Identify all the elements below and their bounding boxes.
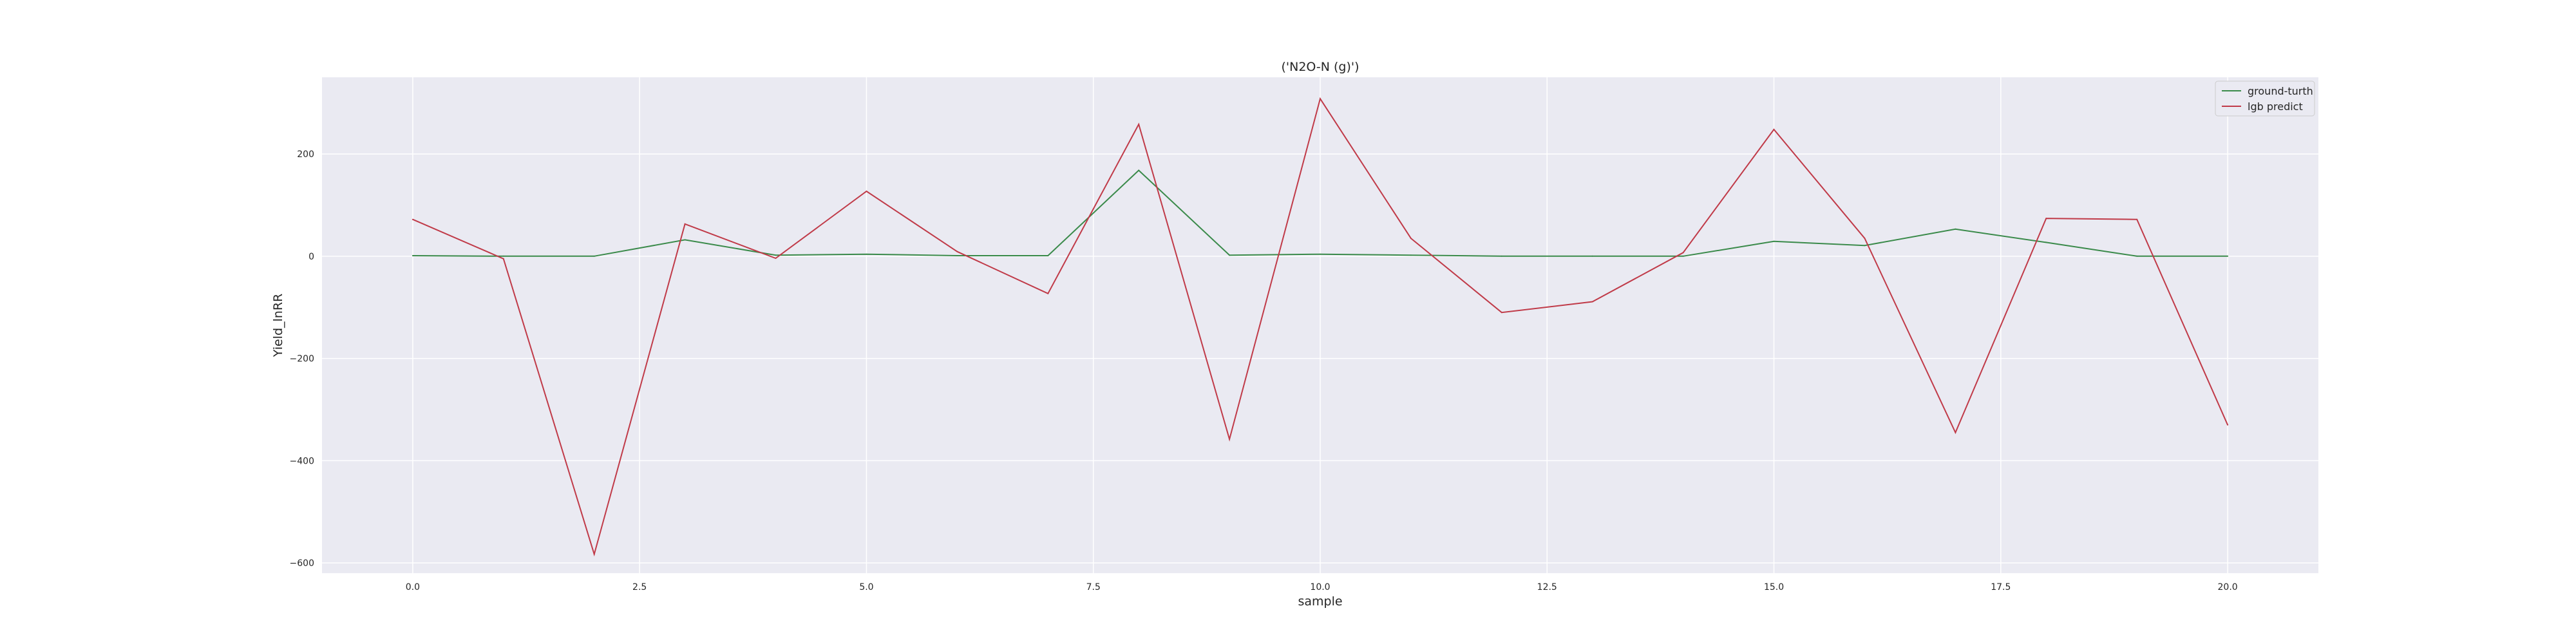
x-tick-label: 12.5 xyxy=(1537,582,1557,592)
data-point-lgb-predict xyxy=(2227,424,2229,426)
data-point-lgb-predict xyxy=(1682,252,1684,254)
y-tick-label: −600 xyxy=(290,558,314,569)
data-point-ground-turth xyxy=(1591,255,1593,257)
data-point-ground-turth xyxy=(502,255,504,257)
data-point-ground-turth xyxy=(1138,169,1140,171)
x-tick-label: 15.0 xyxy=(1764,582,1784,592)
data-point-lgb-predict xyxy=(1864,238,1866,240)
data-point-ground-turth xyxy=(412,255,413,256)
data-point-lgb-predict xyxy=(2045,218,2047,220)
x-tick-label: 2.5 xyxy=(632,582,647,592)
y-axis-ticks: −600 −400 −200 0 200 xyxy=(290,149,314,569)
legend-label-lgb-predict: lgb predict xyxy=(2248,100,2303,113)
y-tick-label: −200 xyxy=(290,354,314,365)
data-point-ground-turth xyxy=(866,253,867,255)
data-point-ground-turth xyxy=(1773,240,1775,242)
data-point-ground-turth xyxy=(1955,228,1956,230)
data-point-lgb-predict xyxy=(684,223,686,225)
data-point-ground-turth xyxy=(684,239,686,241)
data-point-ground-turth xyxy=(1864,245,1866,247)
data-point-lgb-predict xyxy=(1955,431,1956,433)
data-point-lgb-predict xyxy=(593,553,595,555)
data-point-ground-turth xyxy=(1410,254,1412,256)
data-point-ground-turth xyxy=(1682,255,1684,257)
x-tick-label: 10.0 xyxy=(1310,582,1330,592)
x-tick-label: 5.0 xyxy=(859,582,873,592)
data-point-ground-turth xyxy=(2136,255,2138,257)
x-tick-label: 20.0 xyxy=(2218,582,2238,592)
data-point-lgb-predict xyxy=(1229,439,1231,440)
chart-title: ('N2O-N (g)') xyxy=(1281,60,1359,74)
y-axis-label: Yield_lnRR xyxy=(271,294,285,357)
data-point-ground-turth xyxy=(2045,242,2047,243)
data-point-ground-turth xyxy=(1320,253,1321,255)
data-point-lgb-predict xyxy=(2136,218,2138,220)
data-point-lgb-predict xyxy=(775,258,777,259)
data-point-ground-turth xyxy=(956,255,958,256)
x-tick-label: 0.0 xyxy=(406,582,420,592)
data-point-ground-turth xyxy=(1047,255,1049,256)
data-point-lgb-predict xyxy=(956,251,958,252)
y-tick-label: 200 xyxy=(297,149,314,160)
data-point-lgb-predict xyxy=(1773,129,1775,130)
data-point-ground-turth xyxy=(1229,254,1231,256)
data-point-ground-turth xyxy=(775,254,777,256)
x-axis-ticks: 0.0 2.5 5.0 7.5 10.0 12.5 15.0 17.5 20.0 xyxy=(406,582,2238,592)
data-point-lgb-predict xyxy=(1591,301,1593,303)
legend: ground-turth lgb predict xyxy=(2215,80,2315,117)
data-point-lgb-predict xyxy=(1501,312,1502,314)
data-point-lgb-predict xyxy=(866,191,867,192)
data-point-lgb-predict xyxy=(1410,238,1412,240)
data-point-lgb-predict xyxy=(1047,292,1049,294)
y-tick-label: −400 xyxy=(290,456,314,466)
data-point-lgb-predict xyxy=(1320,98,1321,100)
data-point-ground-turth xyxy=(1501,255,1502,257)
data-point-lgb-predict xyxy=(502,258,504,260)
data-point-lgb-predict xyxy=(1138,124,1140,125)
series-layer xyxy=(412,97,2229,557)
x-tick-label: 7.5 xyxy=(1086,582,1101,592)
legend-box xyxy=(2215,80,2315,117)
grid-lines xyxy=(322,77,2318,573)
data-point-lgb-predict xyxy=(412,218,413,220)
legend-label-ground-turth: ground-turth xyxy=(2248,85,2313,97)
x-axis-label: sample xyxy=(1298,594,1342,609)
data-point-ground-turth xyxy=(593,255,595,257)
x-tick-label: 17.5 xyxy=(1991,582,2011,592)
y-tick-label: 0 xyxy=(308,252,314,262)
data-point-ground-turth xyxy=(2227,255,2229,257)
